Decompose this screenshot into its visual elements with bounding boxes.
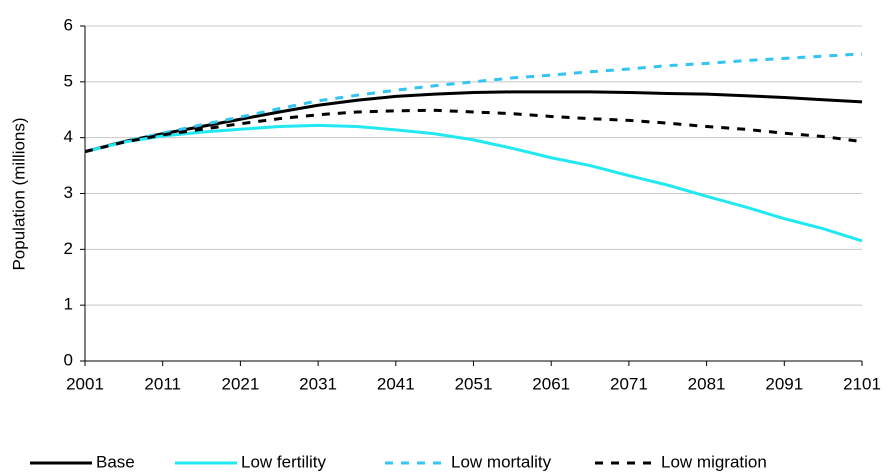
series-line: [84, 108, 863, 154]
y-tick-label: 2: [64, 239, 73, 258]
y-tick-label: 0: [64, 350, 73, 369]
x-tick-label: 2091: [765, 374, 803, 393]
x-tick-label: 2101: [843, 374, 881, 393]
x-tick-label: 2061: [532, 374, 570, 393]
y-tick-label: 6: [64, 15, 73, 34]
y-tick-label: 5: [64, 71, 73, 90]
legend-label: Low fertility: [241, 452, 327, 471]
y-tick-label: 1: [64, 295, 73, 314]
legend-label: Low migration: [661, 452, 767, 471]
x-tick-label: 2021: [221, 374, 259, 393]
legend-label: Base: [96, 452, 135, 471]
y-tick-label: 4: [64, 127, 73, 146]
x-tick-label: 2031: [299, 374, 337, 393]
x-tick-label: 2001: [66, 374, 104, 393]
x-tick-label: 2011: [144, 374, 181, 393]
x-tick-label: 2051: [455, 374, 493, 393]
y-axis-label: Population (millions): [9, 117, 28, 270]
x-tick-label: 2071: [610, 374, 648, 393]
series-line: [84, 123, 863, 243]
x-tick-label: 2041: [377, 374, 415, 393]
legend-label: Low mortality: [451, 452, 552, 471]
y-tick-label: 3: [64, 183, 73, 202]
series-line: [84, 90, 863, 154]
series-line: [84, 52, 863, 154]
x-tick-label: 2081: [688, 374, 726, 393]
